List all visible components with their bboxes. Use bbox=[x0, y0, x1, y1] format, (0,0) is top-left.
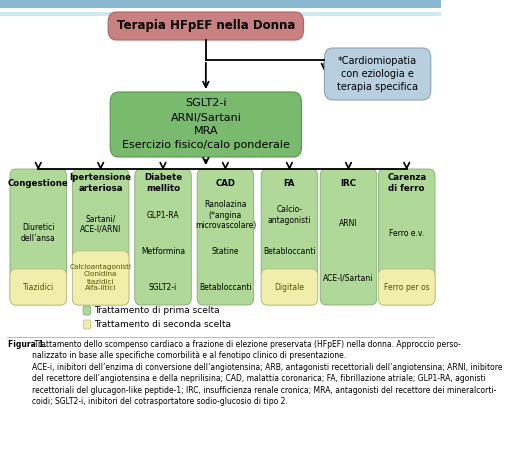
FancyBboxPatch shape bbox=[261, 169, 317, 305]
Text: Betabloccanti: Betabloccanti bbox=[199, 283, 252, 292]
FancyBboxPatch shape bbox=[197, 169, 254, 305]
Bar bbox=[0, 12, 441, 16]
FancyBboxPatch shape bbox=[378, 269, 435, 305]
Text: Ipertensione
arteriosa: Ipertensione arteriosa bbox=[69, 173, 131, 193]
Text: ACE-I/Sartani: ACE-I/Sartani bbox=[323, 273, 374, 283]
Text: Trattamento di prima scelta: Trattamento di prima scelta bbox=[94, 306, 219, 315]
Text: FA: FA bbox=[284, 178, 295, 187]
FancyBboxPatch shape bbox=[83, 306, 91, 315]
FancyBboxPatch shape bbox=[10, 269, 67, 305]
Text: IRC: IRC bbox=[340, 178, 357, 187]
Text: Ranolazina
(*angina
microvascolare): Ranolazina (*angina microvascolare) bbox=[195, 200, 256, 230]
Text: ARNI: ARNI bbox=[339, 219, 358, 228]
FancyBboxPatch shape bbox=[108, 12, 304, 40]
FancyBboxPatch shape bbox=[73, 251, 129, 305]
FancyBboxPatch shape bbox=[135, 169, 191, 305]
Text: Calcioantagonisti
Clonidina
tiazidici
Alfa-litici: Calcioantagonisti Clonidina tiazidici Al… bbox=[69, 264, 131, 292]
Text: SGLT2-i
ARNI/Sartani
MRA
Esercizio fisico/calo ponderale: SGLT2-i ARNI/Sartani MRA Esercizio fisic… bbox=[122, 98, 290, 151]
Text: Figura 1.: Figura 1. bbox=[8, 340, 47, 349]
FancyBboxPatch shape bbox=[110, 92, 302, 157]
Text: Ferro per os: Ferro per os bbox=[384, 283, 429, 292]
Text: Ferro e.v.: Ferro e.v. bbox=[389, 228, 424, 238]
Text: Trattamento dello scompenso cardiaco a frazione di elezione preservata (HFpEF) n: Trattamento dello scompenso cardiaco a f… bbox=[32, 340, 502, 406]
FancyBboxPatch shape bbox=[10, 169, 67, 305]
FancyBboxPatch shape bbox=[378, 169, 435, 305]
Text: Carenza
di ferro: Carenza di ferro bbox=[387, 173, 426, 193]
Text: CAD: CAD bbox=[215, 178, 235, 187]
Text: Diabete
mellito: Diabete mellito bbox=[144, 173, 182, 193]
Text: Sartani/
ACE-I/ARNI: Sartani/ ACE-I/ARNI bbox=[80, 214, 121, 234]
FancyBboxPatch shape bbox=[83, 320, 91, 329]
Text: Calcio-
antagonisti: Calcio- antagonisti bbox=[268, 205, 311, 225]
Text: Betabloccanti: Betabloccanti bbox=[263, 247, 316, 256]
Text: Congestione: Congestione bbox=[8, 178, 68, 187]
FancyBboxPatch shape bbox=[261, 269, 317, 305]
FancyBboxPatch shape bbox=[324, 48, 431, 100]
Text: SGLT2-i: SGLT2-i bbox=[149, 283, 177, 292]
FancyBboxPatch shape bbox=[320, 169, 377, 305]
Text: Statine: Statine bbox=[211, 247, 239, 256]
Text: Trattamento di seconda scelta: Trattamento di seconda scelta bbox=[94, 320, 231, 329]
Bar bbox=[0, 0, 441, 8]
Text: GLP1-RA: GLP1-RA bbox=[147, 211, 179, 219]
Text: Digitale: Digitale bbox=[275, 283, 304, 292]
Text: Metformina: Metformina bbox=[141, 247, 185, 256]
FancyBboxPatch shape bbox=[73, 169, 129, 305]
Text: *Cardiomiopatia
con eziologia e
terapia specifica: *Cardiomiopatia con eziologia e terapia … bbox=[337, 56, 418, 92]
Text: Terapia HFpEF nella Donna: Terapia HFpEF nella Donna bbox=[117, 20, 295, 32]
Text: Tiazidici: Tiazidici bbox=[23, 283, 54, 292]
Text: Diuretici
dell’ansa: Diuretici dell’ansa bbox=[21, 223, 56, 243]
